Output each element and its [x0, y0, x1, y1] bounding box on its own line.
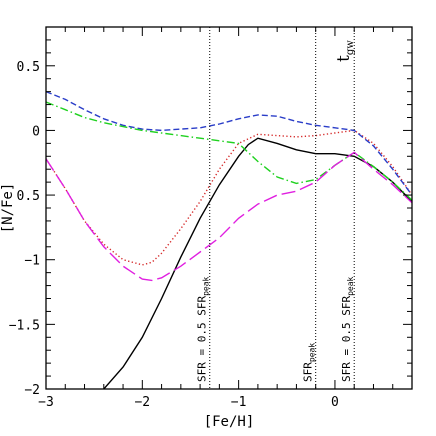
series-line-3-short-dash: [46, 90, 412, 196]
vertical-marker-label-main: SFR = 0.5 SFR: [196, 296, 209, 382]
y-tick-label: 0: [32, 124, 40, 139]
vertical-marker-label-sub: peak: [308, 343, 317, 362]
series-line-1-solid: [103, 137, 412, 389]
series-layer: [46, 90, 412, 389]
y-axis-label: [N/Fe]: [0, 183, 16, 234]
plot-frame: [45, 26, 413, 390]
vertical-marker-label-main: SFR = 0.5 SFR: [340, 296, 353, 382]
series-line-4-dash-dot: [46, 101, 412, 201]
y-tick-label: 0.5: [17, 189, 40, 204]
x-axis-label: [Fe/H]: [204, 414, 255, 430]
tgw-main: t: [334, 55, 354, 62]
vertical-marker-label-3: SFR = 0.5 SFRpeak: [340, 276, 355, 382]
tick-layer: [45, 26, 413, 390]
y-tick-label: −2: [24, 383, 40, 398]
x-tick-label: −1: [231, 395, 247, 410]
tgw-annotation: tgw: [334, 40, 356, 62]
y-tick-label: −1.5: [9, 318, 40, 333]
vertical-marker-label-2: SFRpeak: [302, 343, 317, 382]
label-layer: −3 −2 −1 0−2−1.5−10.500.5: [9, 60, 339, 410]
series-line-2-dotted: [46, 129, 412, 266]
y-tick-label: 0.5: [17, 60, 40, 75]
x-tick-label: −2: [134, 395, 150, 410]
x-tick-label: −3: [38, 395, 54, 410]
tgw-sub: gw: [345, 40, 356, 55]
vertical-marker-label-1: SFR = 0.5 SFRpeak: [196, 276, 211, 382]
series-line-5-long-dash: [46, 151, 412, 282]
y-tick-label: −1: [24, 254, 40, 269]
x-tick-label: 0: [331, 395, 339, 410]
vertical-marker-label-main: SFR: [302, 362, 315, 382]
vertical-marker-label-sub: peak: [346, 276, 355, 295]
vertical-marker-label-sub: peak: [202, 276, 211, 295]
